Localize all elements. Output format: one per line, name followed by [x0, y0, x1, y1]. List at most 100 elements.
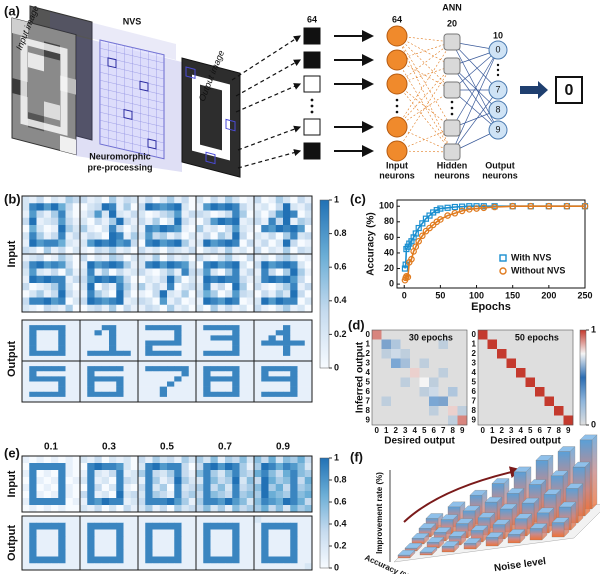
pixel — [275, 366, 284, 372]
pixel — [152, 355, 161, 362]
pixel — [261, 335, 269, 341]
pixel — [22, 290, 30, 298]
pixel — [297, 543, 306, 551]
pixel — [283, 456, 291, 464]
pixel — [254, 549, 262, 557]
heat-cell — [478, 339, 488, 350]
pixel — [58, 203, 66, 211]
pixel — [232, 232, 240, 240]
pixel — [196, 491, 204, 499]
pixel — [232, 290, 240, 298]
pixel — [43, 529, 52, 537]
pixel — [58, 505, 66, 513]
pixel — [43, 355, 52, 362]
pixel — [123, 268, 132, 277]
pixel — [123, 386, 132, 393]
pixel — [290, 203, 298, 211]
pixel — [246, 268, 255, 277]
pixel — [22, 549, 30, 557]
pixel — [29, 196, 37, 204]
pixel — [159, 330, 168, 336]
pixel — [109, 335, 117, 341]
pixel — [152, 290, 161, 298]
pixel — [152, 516, 161, 524]
heat-cell — [525, 368, 536, 378]
bar-top — [558, 501, 577, 508]
pixel — [232, 470, 240, 478]
heat-cell — [525, 406, 536, 416]
pixel — [36, 376, 45, 382]
pixel — [101, 350, 110, 357]
pixel — [51, 246, 59, 255]
heat-cell — [525, 387, 536, 397]
pixel — [101, 330, 110, 336]
pixel — [36, 330, 45, 336]
heat-cell — [419, 387, 430, 397]
pixel — [152, 391, 161, 398]
pixel — [109, 477, 117, 485]
pixel — [138, 505, 146, 513]
pixel — [36, 556, 45, 564]
pixel — [210, 239, 219, 248]
pixel — [152, 491, 161, 499]
y-tick-label: 7 — [366, 396, 371, 405]
pixel — [138, 484, 146, 492]
pixel — [72, 254, 81, 262]
pixel — [261, 563, 269, 571]
pixel — [65, 456, 74, 464]
pixel — [188, 340, 197, 346]
pixel — [152, 254, 161, 262]
pixel — [297, 335, 306, 341]
pixel — [152, 335, 161, 341]
pixel — [283, 543, 291, 551]
noise-level: 0.3 — [102, 442, 116, 453]
pixel — [36, 361, 45, 367]
pixel — [304, 536, 313, 544]
pixel — [283, 505, 291, 513]
pixel — [123, 283, 132, 291]
bar-top — [499, 503, 518, 510]
heat-cell — [554, 387, 564, 397]
pixel — [80, 355, 88, 362]
pixel — [188, 361, 197, 367]
heat-cell — [372, 330, 382, 340]
pixel — [290, 196, 298, 204]
pixel — [87, 196, 95, 204]
pixel — [109, 320, 117, 326]
pixel — [246, 350, 255, 357]
pixel — [290, 505, 298, 513]
pixel — [80, 254, 88, 262]
pixel — [196, 325, 204, 331]
heat-cell — [419, 358, 430, 369]
pixel — [210, 505, 219, 513]
pixel — [101, 376, 110, 382]
pixel — [290, 536, 298, 544]
pixel — [109, 196, 117, 204]
pixel — [101, 556, 110, 564]
pixel — [297, 396, 306, 403]
pixel — [51, 196, 59, 204]
point — [433, 207, 440, 214]
pixel — [29, 217, 37, 226]
pixel — [152, 381, 161, 387]
point — [422, 215, 430, 222]
pixel — [58, 254, 66, 262]
pixel — [246, 376, 255, 382]
pixel — [123, 210, 132, 219]
heat-cell — [381, 339, 392, 350]
pixel — [196, 396, 204, 403]
pixel — [225, 366, 233, 372]
pixel — [152, 340, 161, 346]
pixel — [130, 239, 139, 248]
dashed-arrows — [231, 35, 302, 169]
pixel — [261, 396, 269, 403]
point — [545, 202, 553, 210]
pixel — [174, 350, 182, 357]
pixel — [246, 505, 255, 513]
pixel — [239, 516, 248, 524]
pixel — [188, 529, 197, 537]
pixel — [268, 376, 277, 382]
pixel — [72, 203, 81, 211]
pixel — [297, 556, 306, 564]
pixel — [181, 549, 190, 557]
